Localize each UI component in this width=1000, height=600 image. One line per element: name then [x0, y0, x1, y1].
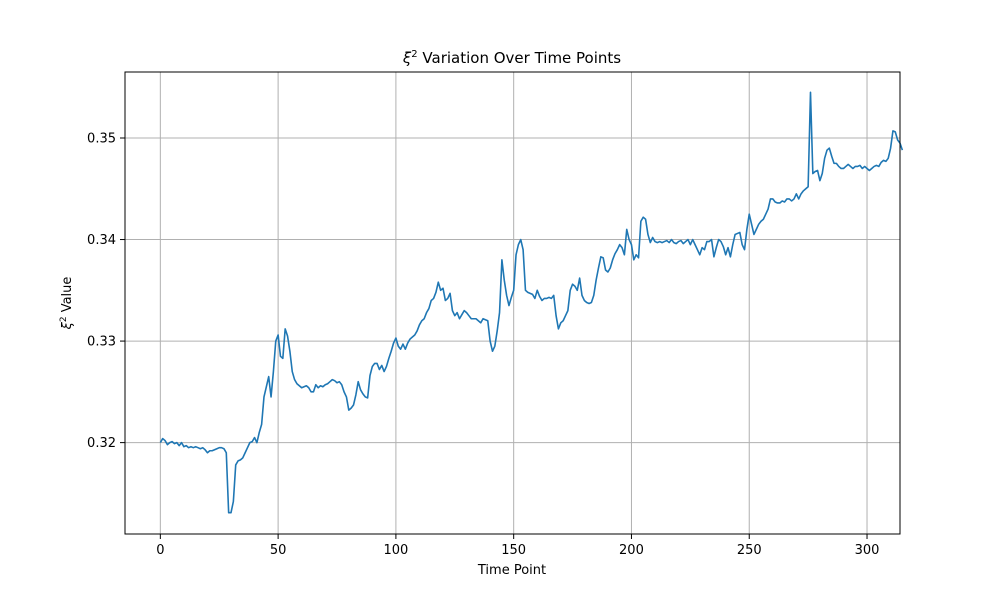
title-text: Variation Over Time Points [418, 49, 622, 67]
grid [125, 72, 900, 534]
y-tick-label: 0.35 [87, 132, 116, 147]
x-tick-label: 200 [619, 543, 644, 558]
ylabel-superscript: 2 [59, 316, 69, 322]
plot-area [159, 91, 904, 514]
x-axis-label: Time Point [477, 563, 546, 578]
y-axis-label: ξ2 Value [59, 277, 75, 331]
title-symbol: ξ [402, 49, 412, 67]
ylabel-symbol: ξ [60, 321, 75, 330]
x-tick-label: 250 [737, 543, 762, 558]
y-tick-label: 0.32 [87, 436, 116, 451]
x-tick-label: 50 [270, 543, 287, 558]
ylabel-text: Value [60, 277, 75, 317]
y-tick-label: 0.33 [87, 335, 116, 350]
x-tick-label: 300 [855, 543, 880, 558]
chart-title: ξ2 Variation Over Time Points [402, 49, 621, 67]
series-line [159, 91, 904, 514]
x-tick-label: 150 [501, 543, 526, 558]
x-tick-label: 100 [383, 543, 408, 558]
y-tick-label: 0.34 [87, 233, 116, 248]
axis-ticks: 0 50 100 150 200 250 300 0.32 0.33 0.34 0.35 [87, 132, 879, 559]
title-superscript: 2 [411, 49, 417, 60]
x-tick-label: 0 [156, 543, 164, 558]
plot-frame [124, 71, 901, 535]
